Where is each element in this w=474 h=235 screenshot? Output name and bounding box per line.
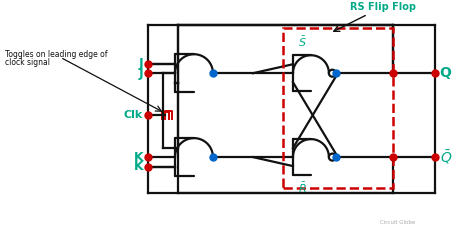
Text: $\bar{Q}$: $\bar{Q}$	[440, 148, 452, 166]
Text: J: J	[138, 67, 143, 80]
Text: $\bar{S}$: $\bar{S}$	[298, 35, 306, 49]
Text: Toggles on leading edge of: Toggles on leading edge of	[5, 50, 108, 59]
Text: $\bar{R}$: $\bar{R}$	[298, 181, 306, 195]
Text: clock signal: clock signal	[5, 58, 50, 67]
Bar	[283, 28, 393, 188]
Text: K: K	[134, 151, 143, 164]
Text: Clk: Clk	[124, 110, 143, 120]
Text: Q: Q	[440, 66, 452, 80]
Text: K: K	[134, 160, 143, 173]
Text: J: J	[138, 57, 143, 70]
Text: Circuit Globe: Circuit Globe	[380, 220, 415, 225]
Text: RS Flip Flop: RS Flip Flop	[350, 2, 416, 12]
